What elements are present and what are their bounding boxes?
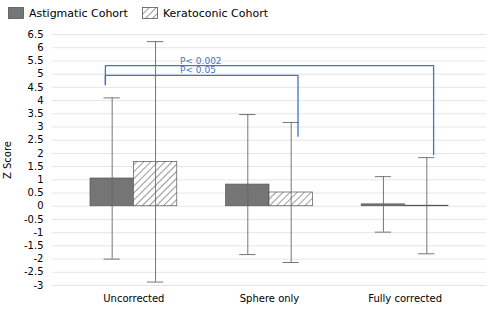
svg-text:-1: -1 [34,227,44,238]
html-text:Keratoconic Cohort: Keratoconic Cohort [162,6,268,20]
html-text:Astigmatic Cohort: Astigmatic Cohort [29,6,128,20]
svg-text:-3: -3 [34,280,44,291]
svg-text:2.5: 2.5 [28,134,44,145]
svg-text:3.5: 3.5 [28,108,44,119]
svg-text:1.5: 1.5 [28,161,44,172]
svg-text:2: 2 [37,148,43,159]
svg-text:6: 6 [37,42,43,53]
svg-text:4: 4 [37,95,43,106]
svg-text:-0.5: -0.5 [24,214,44,225]
svg-text:3: 3 [37,121,43,132]
svg-text:5.5: 5.5 [28,55,44,66]
svg-text:Fully corrected: Fully corrected [368,293,442,304]
svg-text:0: 0 [37,200,43,211]
svg-text:Sphere only: Sphere only [240,293,300,304]
svg-text:Z Score: Z Score [2,141,13,179]
svg-text:-2: -2 [34,253,44,264]
svg-text:P< 0.002: P< 0.002 [180,56,222,66]
svg-text:5: 5 [37,68,43,79]
svg-text:1: 1 [37,174,43,185]
svg-text:0.5: 0.5 [28,187,44,198]
svg-text:-2.5: -2.5 [24,266,44,277]
svg-text:Uncorrected: Uncorrected [103,293,164,304]
svg-text:4.5: 4.5 [28,82,44,93]
svg-text:-1.5: -1.5 [24,240,44,251]
svg-text:P< 0.05: P< 0.05 [180,65,216,75]
svg-text:6.5: 6.5 [28,29,44,40]
